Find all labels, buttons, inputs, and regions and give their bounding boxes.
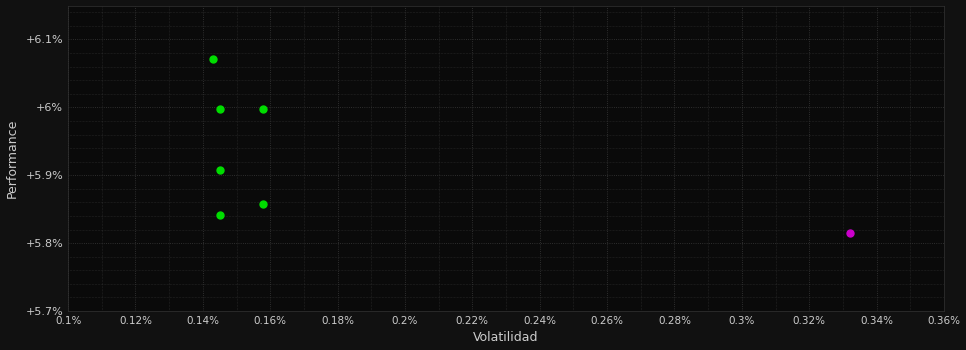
X-axis label: Volatilidad: Volatilidad bbox=[473, 331, 539, 344]
Point bbox=[256, 201, 271, 206]
Y-axis label: Performance: Performance bbox=[6, 119, 18, 198]
Point bbox=[842, 230, 858, 236]
Point bbox=[256, 106, 271, 112]
Point bbox=[212, 167, 227, 173]
Point bbox=[212, 212, 227, 217]
Point bbox=[212, 106, 227, 112]
Point bbox=[205, 56, 220, 61]
